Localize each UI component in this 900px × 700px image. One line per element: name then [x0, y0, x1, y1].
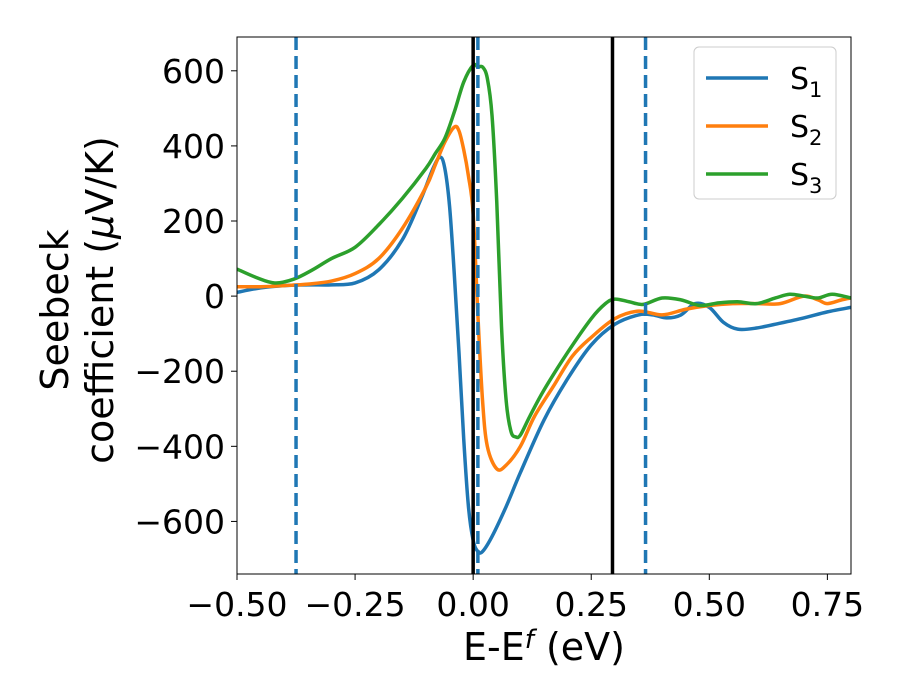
- y-tick-label: 0: [204, 277, 225, 316]
- y-axis: −600 −400 −200 0 200 400 600: [134, 52, 237, 541]
- series-line-s3: [237, 62, 851, 440]
- y-axis-label-line2: coefficient (μV/K): [78, 136, 122, 464]
- x-tick-label: 0.25: [554, 585, 627, 624]
- series-line-s1: [237, 155, 851, 555]
- legend-label-s2: S2: [790, 110, 822, 150]
- y-tick-label: 400: [162, 127, 225, 166]
- x-axis-label: E-Ef (eV): [463, 625, 625, 669]
- legend-frame: [693, 46, 837, 200]
- y-tick-label: −400: [134, 427, 225, 466]
- y-tick-label: −200: [134, 352, 225, 391]
- x-tick-label: −0.25: [305, 585, 406, 624]
- legend: S1 S2 S3: [693, 46, 837, 200]
- plot-frame: [236, 36, 852, 575]
- legend-label-s1: S1: [790, 62, 822, 102]
- x-tick-label: 0.50: [673, 585, 746, 624]
- x-tick-label: 0.75: [791, 585, 864, 624]
- y-axis-label: Seebeck coefficient (μV/K): [33, 136, 122, 464]
- plot-area: [237, 37, 851, 574]
- y-tick-label: 200: [162, 202, 225, 241]
- x-axis: −0.50 −0.25 0.00 0.25 0.50 0.75: [186, 574, 864, 624]
- x-tick-label: −0.50: [186, 585, 287, 624]
- y-axis-label-line1: Seebeck: [33, 229, 77, 390]
- y-tick-label: −600: [134, 502, 225, 541]
- legend-label-s3: S3: [790, 158, 822, 198]
- y-tick-label: 600: [162, 52, 225, 91]
- x-tick-label: 0.00: [436, 585, 509, 624]
